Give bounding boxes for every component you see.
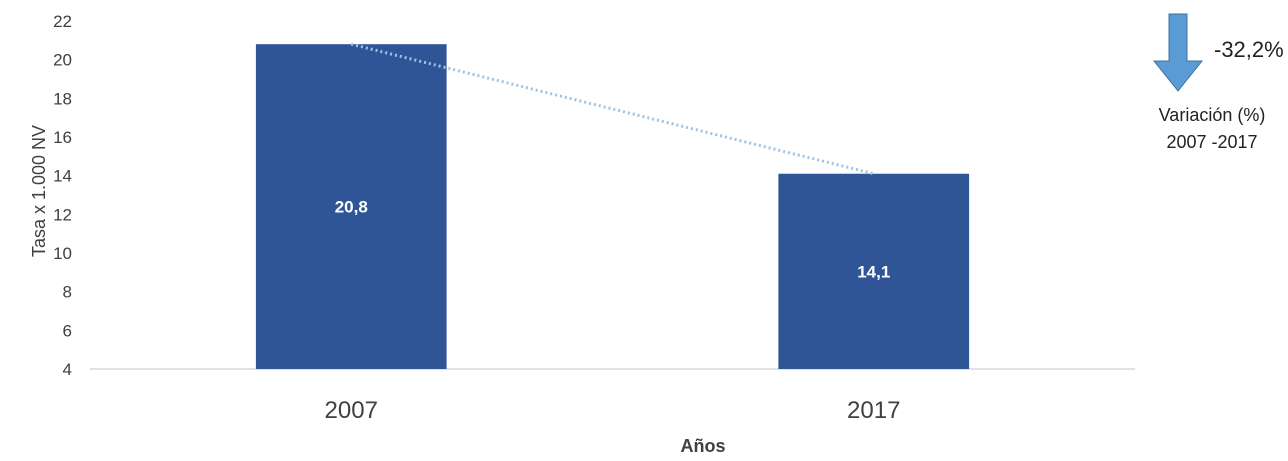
y-axis-title: Tasa x 1.000 NV	[29, 125, 49, 257]
y-tick-label: 14	[53, 167, 72, 186]
down-arrow-icon	[1152, 13, 1204, 92]
data-label-2007: 20,8	[335, 198, 368, 217]
variation-caption-line2: 2007 -2017	[1166, 132, 1257, 152]
variation-annotation: -32,2% Variación (%) 2007 -2017	[1152, 13, 1284, 152]
variation-caption-line1: Variación (%)	[1159, 105, 1266, 125]
y-tick-label: 18	[53, 89, 72, 108]
y-tick-label: 8	[63, 283, 72, 302]
y-tick-label: 22	[53, 12, 72, 31]
data-labels: 20,8 14,1	[335, 198, 891, 282]
bars	[255, 44, 970, 369]
category-label-2007: 2007	[325, 397, 378, 424]
bar-2007	[255, 44, 447, 369]
bar-2017	[778, 173, 970, 369]
y-tick-label: 6	[63, 321, 72, 340]
y-tick-label: 4	[63, 360, 72, 379]
y-tick-label: 16	[53, 128, 72, 147]
y-tick-label: 20	[53, 51, 72, 70]
variation-value: -32,2%	[1214, 37, 1284, 62]
data-label-2017: 14,1	[857, 262, 890, 281]
x-axis-title: Años	[681, 436, 726, 456]
category-labels: 2007 2017	[325, 397, 901, 424]
y-axis-ticks: 4 6 8 10 12 14 16 18 20 22	[53, 12, 72, 379]
y-tick-label: 12	[53, 205, 72, 224]
category-label-2017: 2017	[847, 397, 900, 424]
y-tick-label: 10	[53, 244, 72, 263]
